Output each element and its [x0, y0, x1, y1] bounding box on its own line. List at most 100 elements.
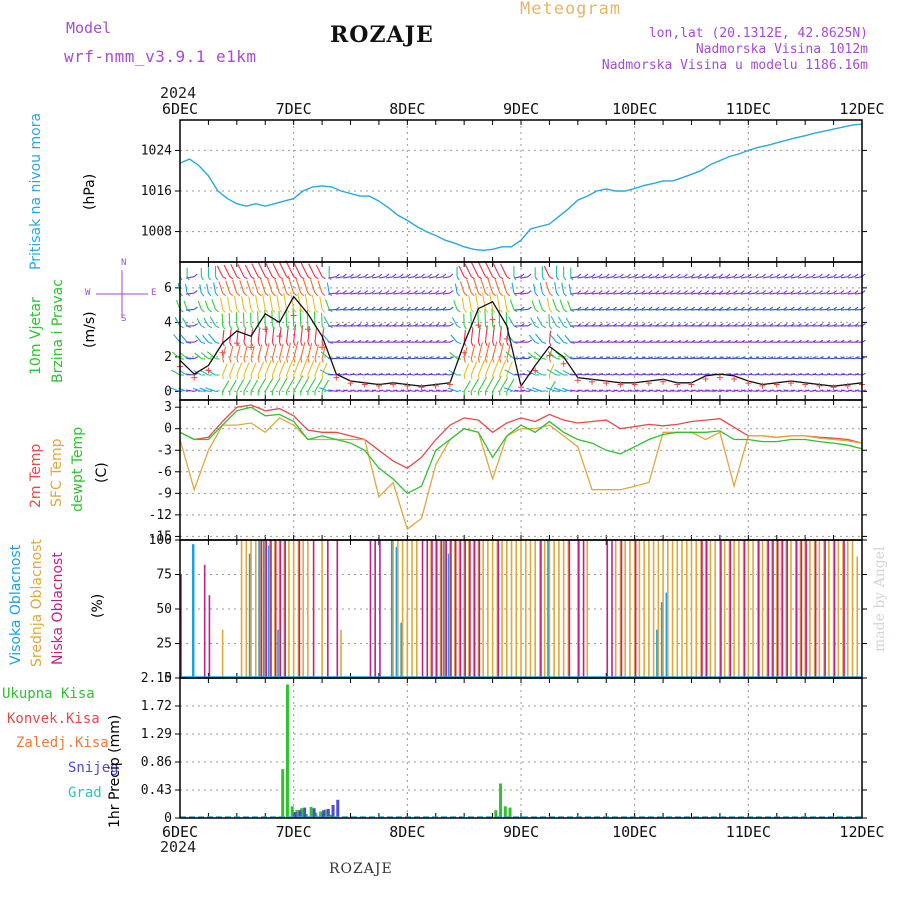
wind-arrow — [386, 373, 394, 376]
wind-arrow-head — [392, 323, 397, 327]
wind-arrow — [271, 360, 279, 376]
total-rain-bar — [499, 783, 503, 818]
wind-arrow-head — [584, 290, 589, 294]
wind-arrow-head — [826, 290, 830, 294]
wind-arrow-head — [684, 273, 688, 278]
gust-marker — [489, 316, 496, 323]
total-rain-bar — [290, 806, 294, 818]
wind-arrow-head — [229, 374, 231, 380]
wind-arrow — [280, 277, 288, 294]
wind-arrow — [812, 308, 820, 311]
wind-arrow-head — [548, 374, 551, 380]
wind-arrow-head — [840, 273, 845, 278]
wind-arrow-head — [307, 358, 310, 363]
gust-marker — [503, 335, 510, 342]
gust-marker — [446, 381, 453, 388]
wind-arrow — [307, 377, 317, 392]
wind-arrow — [677, 276, 685, 279]
gust-marker — [745, 380, 752, 387]
wind-arrow — [463, 363, 470, 376]
wind-arrow — [447, 387, 458, 392]
wind-arrow-head — [201, 358, 206, 360]
wind-arrow — [798, 373, 806, 376]
wind-arrow — [520, 389, 529, 392]
snow-bar — [322, 810, 326, 818]
snow-bar — [303, 807, 307, 818]
wind-arrow-head — [804, 273, 809, 278]
wind-arrow — [372, 292, 379, 295]
wind-arrow-head — [747, 290, 752, 294]
wind-arrow — [350, 389, 358, 392]
wind-arrow-head — [378, 306, 383, 310]
wind-arrow-head — [293, 374, 295, 380]
temp-label-sfc: SFC Temp — [49, 438, 65, 507]
wind-arrow — [691, 389, 699, 392]
wind-arrow — [755, 373, 763, 376]
wind-arrow — [350, 276, 358, 279]
wind-arrow-head — [705, 306, 710, 310]
y-tick-label: 3 — [164, 400, 172, 415]
wind-arrow-head — [229, 325, 233, 330]
wind-arrow-head — [527, 290, 532, 294]
y-tick-label: 0 — [164, 671, 172, 686]
wind-arrow-head — [506, 276, 511, 280]
wind-arrow-head — [279, 309, 283, 313]
wind-arrow — [261, 293, 266, 310]
wind-arrow — [508, 316, 515, 327]
wind-arrow — [741, 292, 749, 295]
wind-arrow-head — [286, 374, 288, 380]
wind-arrow — [819, 292, 827, 295]
wind-arrow-head — [549, 276, 554, 280]
wind-arrow-head — [662, 273, 667, 278]
wind-arrow-head — [669, 273, 674, 278]
wind-label-1: 10m Vjetar — [28, 297, 44, 375]
wind-arrow — [697, 308, 706, 311]
wind-arrow-head — [406, 273, 411, 278]
wind-arrow-head — [790, 290, 795, 294]
gust-marker — [532, 367, 539, 374]
y-tick-label: 0 — [164, 422, 172, 437]
wind-arrow-head — [556, 341, 561, 345]
wind-arrow — [335, 357, 344, 360]
wind-arrow — [407, 276, 415, 279]
wind-arrow-head — [819, 323, 824, 327]
wind-arrow — [733, 389, 742, 392]
wind-arrow-head — [634, 306, 639, 310]
wind-arrow — [854, 308, 863, 311]
total-rain-bar — [285, 684, 289, 818]
wind-arrow — [826, 389, 834, 392]
wind-arrow — [819, 389, 827, 392]
wind-arrow — [479, 276, 487, 294]
gust-marker — [631, 381, 638, 388]
wind-arrow-head — [215, 390, 220, 392]
wind-arrow-head — [314, 276, 319, 280]
wind-arrow — [241, 296, 245, 310]
wind-arrow — [287, 275, 295, 294]
wind-arrow-head — [236, 276, 241, 280]
wind-arrow — [584, 276, 593, 279]
wind-arrow-head — [719, 306, 724, 310]
wind-arrow-head — [535, 390, 540, 392]
wind-arrow — [302, 277, 309, 294]
y-tick-label: 4 — [164, 315, 172, 330]
wind-arrow — [527, 352, 536, 360]
wind-arrow-head — [193, 290, 198, 294]
wind-arrow-head — [634, 323, 639, 327]
snow-bar — [293, 812, 297, 818]
wind-arrow-head — [620, 323, 625, 327]
wind-arrow-head — [712, 323, 717, 327]
wind-arrow — [499, 326, 502, 343]
wind-arrow — [442, 276, 451, 279]
wind-arrow — [315, 264, 323, 277]
legend-hail: Grad — [68, 785, 102, 801]
wind-arrow — [833, 292, 841, 295]
wind-arrow — [400, 308, 408, 311]
wind-arrow — [726, 373, 735, 376]
wind-arrow-head — [577, 306, 582, 310]
wind-arrow — [300, 376, 310, 392]
wind-arrow-head — [783, 323, 788, 327]
temp-label-dewpt: dewpt Temp — [70, 426, 86, 512]
wind-arrow — [570, 308, 578, 311]
wind-arrow — [505, 311, 508, 326]
wind-arrow-head — [499, 292, 504, 297]
